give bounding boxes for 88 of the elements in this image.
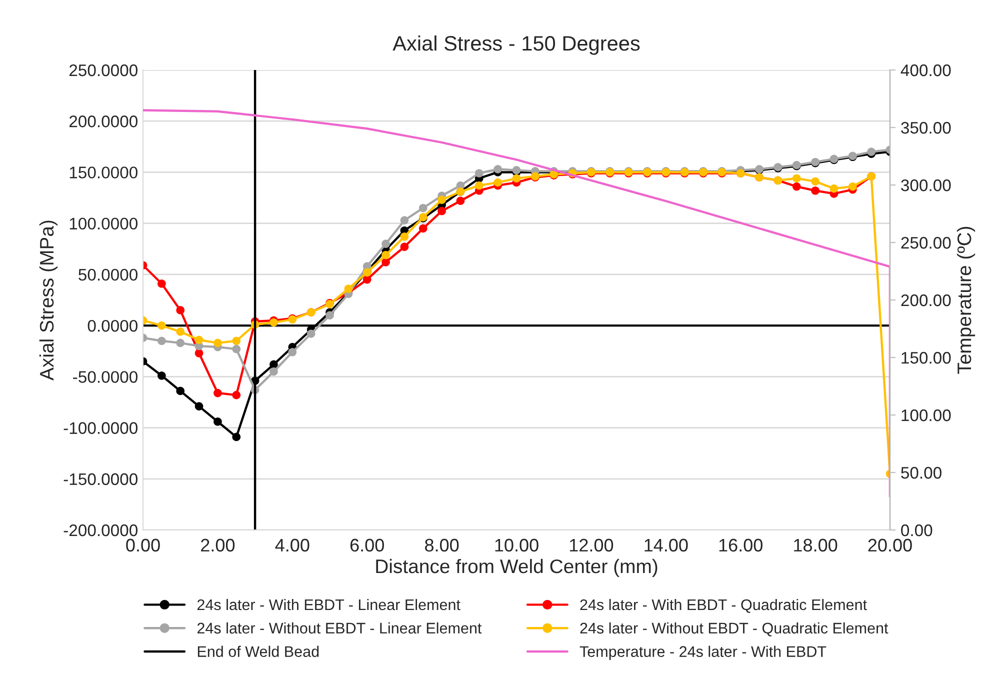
point: [512, 174, 521, 183]
point: [418, 224, 428, 233]
line-series: [143, 109, 890, 498]
legend-label: 24s later - With EBDT - Quadratic Element: [580, 598, 867, 613]
point: [270, 367, 278, 376]
point: [288, 348, 297, 356]
point: [494, 178, 502, 187]
y2-tick-label: 150.00: [902, 352, 951, 364]
x-tick-label: 10.00: [495, 538, 538, 552]
legend-label: Temperature - 24s later - With EBDT: [580, 646, 826, 660]
y-tick-label: -100.0000: [64, 422, 138, 434]
point: [400, 232, 409, 241]
y-axis-title: Axial Stress (MPa): [39, 220, 58, 380]
y2-tick-label: 50.00: [901, 466, 942, 479]
point: [792, 182, 801, 191]
y-tick-label: -50.0000: [73, 371, 138, 383]
y-tick-label: 250.0000: [69, 64, 138, 76]
point: [326, 311, 334, 320]
point: [214, 388, 222, 398]
point: [474, 169, 484, 178]
point: [438, 196, 446, 204]
point: [158, 371, 166, 380]
y2-tick-label: 350.00: [901, 122, 951, 134]
y-tick-label: 200.0000: [69, 116, 138, 128]
point: [194, 402, 204, 410]
point: [194, 336, 204, 344]
point: [194, 348, 204, 358]
point: [438, 206, 446, 216]
point: [158, 279, 166, 288]
point: [400, 216, 409, 224]
point: [362, 275, 372, 284]
point: [232, 344, 241, 354]
y-tick-label: 150.0000: [70, 166, 138, 178]
point: [214, 338, 222, 348]
x-tick-label: 0.00: [126, 538, 160, 552]
point: [811, 177, 820, 186]
point: [158, 336, 166, 346]
point: [382, 240, 390, 248]
legend-label: 24s later - Without EBDT - Linear Element: [197, 622, 482, 634]
y-tick-label: -200.0000: [64, 524, 138, 536]
point: [158, 321, 166, 330]
y-tick-label: -150.0000: [64, 473, 138, 486]
point: [306, 330, 316, 338]
point: [811, 186, 820, 195]
point: [344, 284, 353, 293]
point: [418, 204, 428, 212]
point: [176, 338, 185, 348]
y2-tick-label: 200.00: [901, 294, 951, 306]
y2-tick-label: 250.00: [901, 236, 951, 249]
point: [232, 336, 241, 346]
y2-axis-title: Temperature (ºC): [956, 226, 976, 374]
x-tick-label: 20.00: [868, 538, 912, 552]
point: [176, 328, 185, 336]
point: [232, 390, 241, 400]
x-tick-label: 14.00: [644, 538, 688, 552]
point: [848, 182, 857, 191]
point: [232, 432, 241, 442]
legend-label: End of Weld Bead: [198, 646, 319, 657]
y2-tick-label: 400.00: [900, 64, 951, 76]
chart-title: Axial Stress - 150 Degrees: [392, 35, 640, 55]
x-tick-label: 8.00: [425, 538, 459, 552]
point: [474, 181, 484, 190]
point: [382, 258, 390, 266]
point: [176, 306, 185, 314]
y2-tick-label: 100.00: [902, 409, 951, 422]
x-axis-title: Distance from Weld Center (mm): [376, 558, 658, 578]
point: [456, 196, 465, 206]
x-tick-label: 6.00: [350, 538, 384, 552]
point: [400, 242, 409, 252]
point: [214, 417, 222, 426]
legend-label: 24s later - Without EBDT - Quadratic Element: [580, 622, 888, 636]
x-tick-label: 2.00: [201, 538, 235, 552]
x-tick-label: 16.00: [719, 538, 762, 552]
x-tick-label: 4.00: [275, 538, 310, 552]
point: [792, 174, 801, 183]
point: [270, 360, 278, 369]
x-tick-label: 12.00: [570, 538, 614, 552]
point: [382, 250, 390, 260]
legend-label: 24s later - With EBDT - Linear Element: [197, 598, 460, 610]
y2-tick-label: 300.00: [901, 179, 951, 192]
point: [176, 386, 185, 396]
y-tick-label: 0.0000: [88, 320, 138, 332]
point: [494, 164, 502, 174]
y-tick-label: 100.0000: [70, 218, 138, 230]
point: [830, 184, 838, 193]
y2-tick-label: 0.00: [901, 524, 932, 536]
y-tick-label: 50.0000: [78, 268, 138, 281]
x-tick-label: 18.00: [794, 538, 838, 552]
